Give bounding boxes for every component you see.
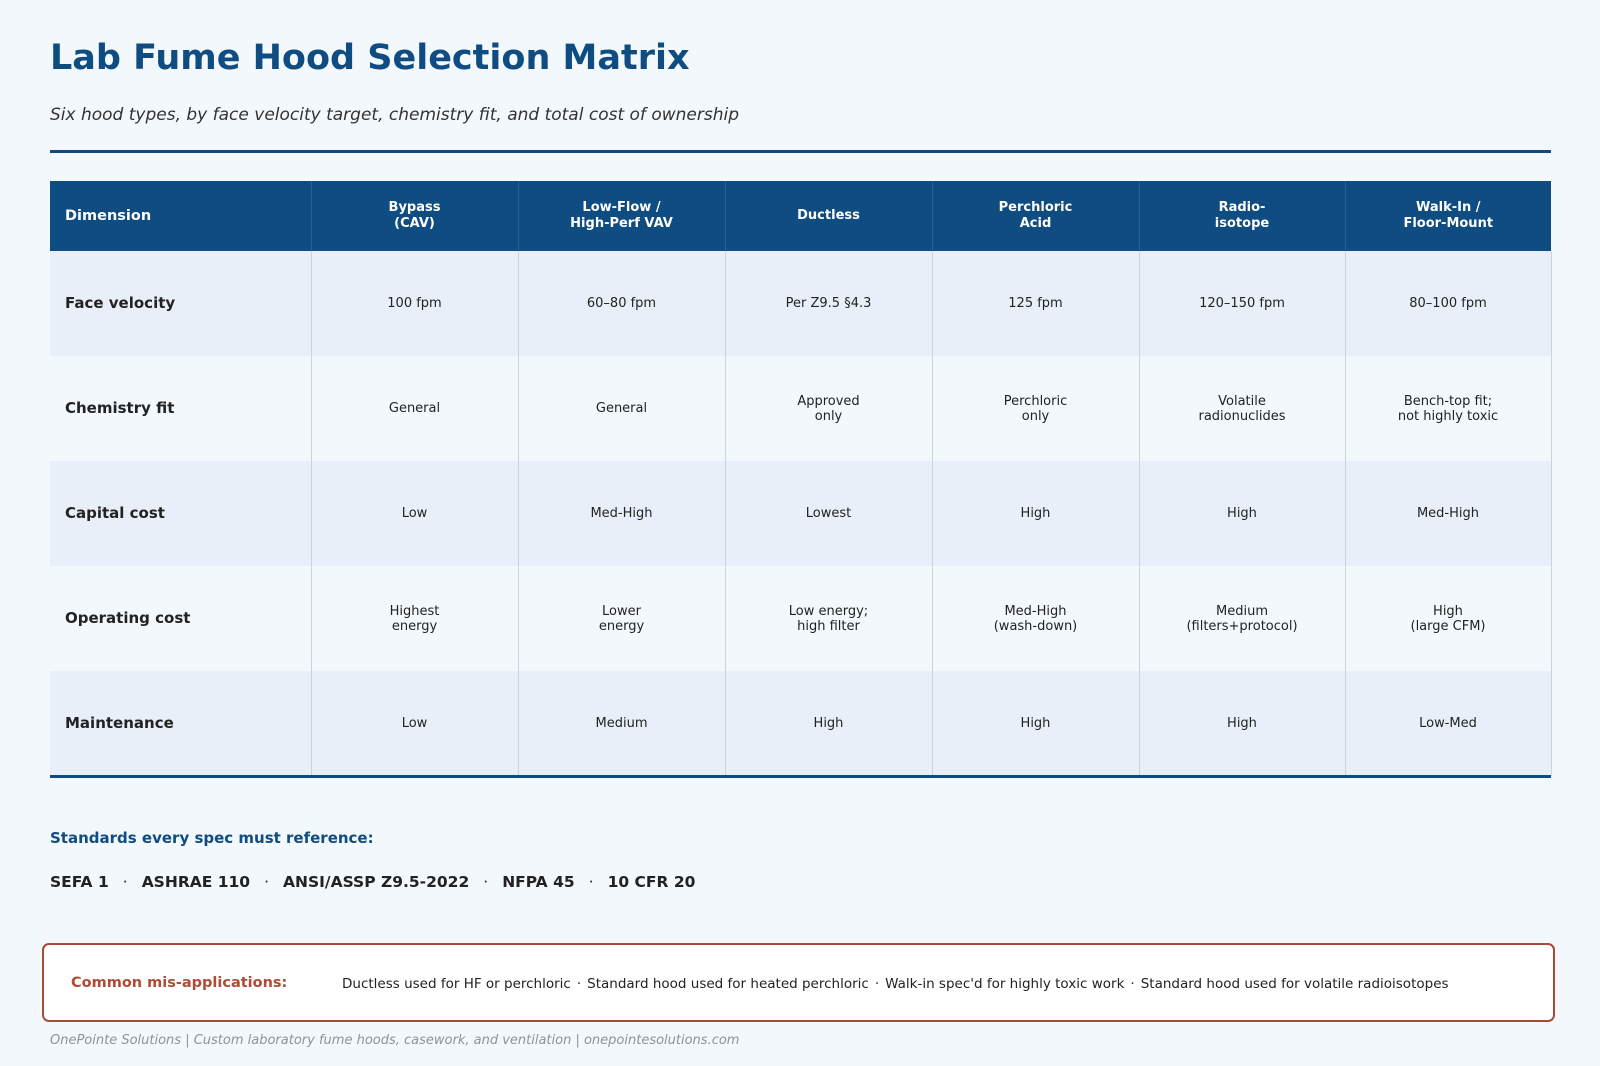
mis-application-item: Standard hood used for heated perchloric bbox=[587, 976, 869, 992]
table-cell: Lower energy bbox=[517, 566, 725, 671]
table-cell: Med-High bbox=[1344, 461, 1552, 566]
table-row: Maintenance Low Medium High High High Lo… bbox=[50, 671, 1552, 776]
separator-dot: · bbox=[588, 873, 594, 891]
table-cell: General bbox=[310, 356, 518, 461]
table-row: Chemistry fit General General Approved o… bbox=[50, 356, 1552, 461]
mis-applications-callout: Common mis-applications: Ductless used f… bbox=[42, 943, 1555, 1022]
column-header: Low-Flow / High-Perf VAV bbox=[517, 181, 725, 251]
table-cell: 60–80 fpm bbox=[517, 251, 725, 356]
table-cell: Medium bbox=[517, 671, 725, 776]
table-cell: Low bbox=[310, 461, 518, 566]
table-cell: Med-High bbox=[517, 461, 725, 566]
callout-label: Common mis-applications: bbox=[71, 975, 288, 991]
table-cell: High bbox=[931, 671, 1139, 776]
row-dimension-label: Chemistry fit bbox=[50, 356, 311, 461]
standard-item: NFPA 45 bbox=[502, 873, 575, 891]
table-cell: Low energy; high filter bbox=[724, 566, 932, 671]
separator-dot: · bbox=[576, 976, 582, 992]
column-header: Walk-In / Floor-Mount bbox=[1344, 181, 1551, 251]
column-header: Bypass (CAV) bbox=[310, 181, 518, 251]
separator-dot: · bbox=[122, 873, 128, 891]
standard-item: ASHRAE 110 bbox=[141, 873, 251, 891]
table-cell: Low-Med bbox=[1344, 671, 1552, 776]
table-cell: Lowest bbox=[724, 461, 932, 566]
row-dimension-label: Capital cost bbox=[50, 461, 311, 566]
table-cell: 120–150 fpm bbox=[1138, 251, 1345, 356]
page-subtitle: Six hood types, by face velocity target,… bbox=[50, 105, 739, 125]
table-cell: 125 fpm bbox=[931, 251, 1139, 356]
standard-item: 10 CFR 20 bbox=[607, 873, 696, 891]
table-row: Capital cost Low Med-High Lowest High Hi… bbox=[50, 461, 1552, 566]
table-cell: Highest energy bbox=[310, 566, 518, 671]
column-header: Perchloric Acid bbox=[931, 181, 1139, 251]
column-header-dimension: Dimension bbox=[50, 181, 311, 251]
selection-matrix-table: Dimension Bypass (CAV) Low-Flow / High-P… bbox=[50, 181, 1552, 776]
table-cell: Approved only bbox=[724, 356, 932, 461]
table-cell: 100 fpm bbox=[310, 251, 518, 356]
standards-heading: Standards every spec must reference: bbox=[50, 829, 374, 847]
page-title: Lab Fume Hood Selection Matrix bbox=[50, 38, 690, 78]
footer-credit: OnePointe Solutions | Custom laboratory … bbox=[50, 1033, 740, 1048]
mis-application-item: Ductless used for HF or perchloric bbox=[342, 976, 571, 992]
table-cell: Perchloric only bbox=[931, 356, 1139, 461]
table-bottom-divider bbox=[50, 775, 1551, 778]
separator-dot: · bbox=[874, 976, 880, 992]
standards-list: SEFA 1 · ASHRAE 110 · ANSI/ASSP Z9.5-2022 · NF… bbox=[50, 873, 695, 891]
mis-application-item: Walk-in spec'd for highly toxic work bbox=[885, 976, 1125, 992]
title-divider bbox=[50, 150, 1551, 153]
table-row: Face velocity 100 fpm 60–80 fpm Per Z9.5… bbox=[50, 251, 1552, 356]
table-header-row: Dimension Bypass (CAV) Low-Flow / High-P… bbox=[50, 181, 1551, 251]
separator-dot: · bbox=[1130, 976, 1135, 992]
table-cell: High bbox=[1138, 461, 1345, 566]
column-header: Ductless bbox=[724, 181, 932, 251]
table-cell: High bbox=[724, 671, 932, 776]
standard-item: SEFA 1 bbox=[50, 873, 109, 891]
separator-dot: · bbox=[264, 873, 270, 891]
row-dimension-label: Face velocity bbox=[50, 251, 311, 356]
table-cell: 80–100 fpm bbox=[1344, 251, 1552, 356]
table-cell: Med-High (wash-down) bbox=[931, 566, 1139, 671]
table-cell: High bbox=[931, 461, 1139, 566]
table-cell: High bbox=[1138, 671, 1345, 776]
callout-items: Ductless used for HF or perchloric · Stand… bbox=[342, 976, 1449, 992]
row-dimension-label: Maintenance bbox=[50, 671, 311, 776]
row-dimension-label: Operating cost bbox=[50, 566, 311, 671]
separator-dot: · bbox=[483, 873, 489, 891]
table-cell: Bench-top fit; not highly toxic bbox=[1344, 356, 1552, 461]
standard-item: ANSI/ASSP Z9.5-2022 bbox=[283, 873, 470, 891]
table-cell: Low bbox=[310, 671, 518, 776]
table-cell: Per Z9.5 §4.3 bbox=[724, 251, 932, 356]
mis-application-item: Standard hood used for volatile radioiso… bbox=[1140, 976, 1449, 992]
table-cell: Medium (filters+protocol) bbox=[1138, 566, 1345, 671]
table-cell: High (large CFM) bbox=[1344, 566, 1552, 671]
column-header: Radio- isotope bbox=[1138, 181, 1345, 251]
table-cell: Volatile radionuclides bbox=[1138, 356, 1345, 461]
table-row: Operating cost Highest energy Lower ener… bbox=[50, 566, 1552, 671]
table-cell: General bbox=[517, 356, 725, 461]
